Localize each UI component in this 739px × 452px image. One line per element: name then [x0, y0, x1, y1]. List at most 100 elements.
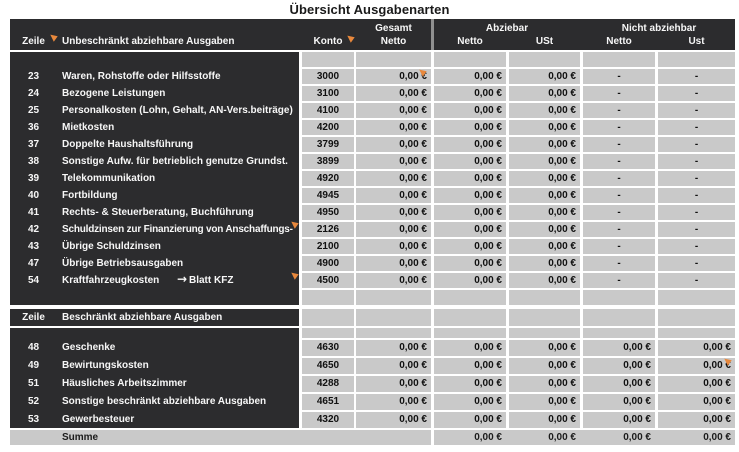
row-abziehbar-netto[interactable]: 0,00 € [474, 207, 502, 218]
row-nicht-abziehbar-netto[interactable]: - [617, 156, 621, 167]
header-abziehbar-netto[interactable]: Netto [457, 36, 483, 47]
row-gesamt-netto[interactable]: 0,00 € [399, 275, 427, 286]
row-konto[interactable]: 4100 [316, 105, 340, 116]
row-abziehbar-ust[interactable]: 0,00 € [548, 378, 576, 389]
row-nicht-abziehbar-netto[interactable]: - [617, 139, 621, 150]
row-konto[interactable]: 2126 [316, 224, 340, 235]
row-nicht-abziehbar-netto[interactable]: 0,00 € [623, 342, 651, 353]
row-gesamt-netto[interactable]: 0,00 € [399, 342, 427, 353]
row-gesamt-netto[interactable]: 0,00 € [399, 122, 427, 133]
row-abziehbar-netto[interactable]: 0,00 € [474, 156, 502, 167]
row-konto[interactable]: 3899 [316, 156, 340, 167]
row-abziehbar-ust[interactable]: 0,00 € [548, 190, 576, 201]
row-nicht-abziehbar-ust[interactable]: 0,00 € [703, 342, 731, 353]
row-gesamt-netto[interactable]: 0,00 € [399, 360, 427, 371]
row-abziehbar-netto[interactable]: 0,00 € [474, 275, 502, 286]
row-nicht-abziehbar-netto[interactable]: - [617, 190, 621, 201]
kfz-sheet-link[interactable]: Blatt KFZ [189, 275, 234, 286]
row-abziehbar-ust[interactable]: 0,00 € [548, 156, 576, 167]
row-desc[interactable]: Geschenke [62, 342, 116, 353]
row-nicht-abziehbar-ust[interactable]: - [694, 156, 699, 167]
summe-nicht-ust[interactable]: 0,00 € [703, 432, 731, 443]
row-abziehbar-ust[interactable]: 0,00 € [548, 71, 576, 82]
row-nicht-abziehbar-ust[interactable]: - [694, 190, 699, 201]
row-desc[interactable]: Telekommunikation [62, 173, 156, 184]
row-nicht-abziehbar-netto[interactable]: - [617, 207, 621, 218]
row-desc[interactable]: Doppelte Haushaltsführung [62, 139, 194, 150]
row-zeile[interactable]: 39 [27, 173, 40, 184]
row-zeile[interactable]: 51 [27, 378, 40, 389]
row-nicht-abziehbar-ust[interactable]: - [694, 224, 699, 235]
row-nicht-abziehbar-ust[interactable]: - [694, 258, 699, 269]
row-abziehbar-ust[interactable]: 0,00 € [548, 414, 576, 425]
row-gesamt-netto[interactable]: 0,00 € [399, 88, 427, 99]
comment-indicator-icon[interactable] [291, 272, 299, 280]
row-nicht-abziehbar-netto[interactable]: 0,00 € [623, 360, 651, 371]
row-gesamt-netto[interactable]: 0,00 € [399, 156, 427, 167]
row-desc[interactable]: Mietkosten [62, 122, 115, 133]
row-abziehbar-ust[interactable]: 0,00 € [548, 275, 576, 286]
row-nicht-abziehbar-netto[interactable]: - [617, 241, 621, 252]
row-konto[interactable]: 4500 [316, 275, 340, 286]
row-nicht-abziehbar-ust-cell[interactable]: 0,00 € [658, 358, 735, 374]
row-abziehbar-netto[interactable]: 0,00 € [474, 71, 502, 82]
row-abziehbar-ust[interactable]: 0,00 € [548, 396, 576, 407]
row-abziehbar-netto[interactable]: 0,00 € [474, 342, 502, 353]
row-nicht-abziehbar-netto[interactable]: 0,00 € [623, 396, 651, 407]
row-zeile[interactable]: 24 [27, 88, 40, 99]
row-nicht-abziehbar-ust[interactable]: 0,00 € [703, 378, 731, 389]
row-nicht-abziehbar-netto[interactable]: - [617, 173, 621, 184]
row-nicht-abziehbar-netto[interactable]: - [617, 275, 621, 286]
header-nicht-abziehbar-group[interactable]: Nicht abziehbar [621, 23, 697, 34]
row-desc[interactable]: Sonstige beschränkt abziehbare Ausgaben [62, 396, 267, 407]
comment-indicator-icon[interactable] [50, 34, 58, 42]
row-desc[interactable]: Gewerbesteuer [62, 414, 135, 425]
row-gesamt-netto[interactable]: 0,00 € [399, 173, 427, 184]
row-abziehbar-ust[interactable]: 0,00 € [548, 224, 576, 235]
row-gesamt-netto[interactable]: 0,00 € [399, 105, 427, 116]
row-konto[interactable]: 4200 [316, 122, 340, 133]
row-nicht-abziehbar-ust[interactable]: - [694, 207, 699, 218]
header-section1-title[interactable]: Unbeschränkt abziehbare Ausgaben [62, 36, 235, 47]
row-desc[interactable]: Waren, Rohstoffe oder Hilfsstoffe [62, 71, 221, 82]
row-desc[interactable]: Bezogene Leistungen [62, 88, 166, 99]
header-zeile[interactable]: Zeile [22, 36, 45, 47]
row-abziehbar-netto[interactable]: 0,00 € [474, 139, 502, 150]
row-abziehbar-netto[interactable]: 0,00 € [474, 88, 502, 99]
row-konto[interactable]: 4650 [316, 360, 340, 371]
row-nicht-abziehbar-netto[interactable]: - [617, 105, 621, 116]
row-zeile[interactable]: 40 [27, 190, 40, 201]
row-konto[interactable]: 4945 [316, 190, 340, 201]
row-konto[interactable]: 4320 [316, 414, 340, 425]
row-abziehbar-netto[interactable]: 0,00 € [474, 414, 502, 425]
row-zeile[interactable]: 42 [27, 224, 40, 235]
row-gesamt-netto[interactable]: 0,00 € [399, 207, 427, 218]
row-gesamt-netto[interactable]: 0,00 € [399, 190, 427, 201]
row-desc[interactable]: Häusliches Arbeitszimmer [62, 378, 187, 389]
header-nicht-abziehbar-netto[interactable]: Netto [606, 36, 632, 47]
row-gesamt-netto[interactable]: 0,00 € [399, 414, 427, 425]
row-abziehbar-ust[interactable]: 0,00 € [548, 139, 576, 150]
header-gesamt-group[interactable]: Gesamt [375, 23, 412, 34]
row-abziehbar-netto[interactable]: 0,00 € [474, 396, 502, 407]
row-zeile[interactable]: 23 [27, 71, 40, 82]
header-konto[interactable]: Konto [313, 36, 343, 47]
summe-abz-ust[interactable]: 0,00 € [548, 432, 576, 443]
row-konto[interactable]: 4920 [316, 173, 340, 184]
row-desc-cell[interactable]: Kraftfahrzeugkosten → Blatt KFZ [57, 272, 299, 288]
row-nicht-abziehbar-netto[interactable]: 0,00 € [623, 414, 651, 425]
header-nicht-abziehbar-ust[interactable]: Ust [688, 36, 705, 47]
row-abziehbar-ust[interactable]: 0,00 € [548, 207, 576, 218]
row-zeile[interactable]: 43 [27, 241, 40, 252]
row-konto[interactable]: 2100 [316, 241, 340, 252]
section2-header-title[interactable]: Beschränkt abziehbare Ausgaben [62, 312, 223, 323]
row-zeile[interactable]: 41 [27, 207, 40, 218]
row-nicht-abziehbar-ust[interactable]: - [694, 241, 699, 252]
row-zeile[interactable]: 38 [27, 156, 40, 167]
row-nicht-abziehbar-ust[interactable]: - [694, 71, 699, 82]
comment-indicator-icon[interactable] [291, 221, 299, 229]
row-nicht-abziehbar-ust[interactable]: 0,00 € [703, 396, 731, 407]
row-zeile[interactable]: 36 [27, 122, 40, 133]
row-konto[interactable]: 4651 [316, 396, 340, 407]
row-konto[interactable]: 4950 [316, 207, 340, 218]
